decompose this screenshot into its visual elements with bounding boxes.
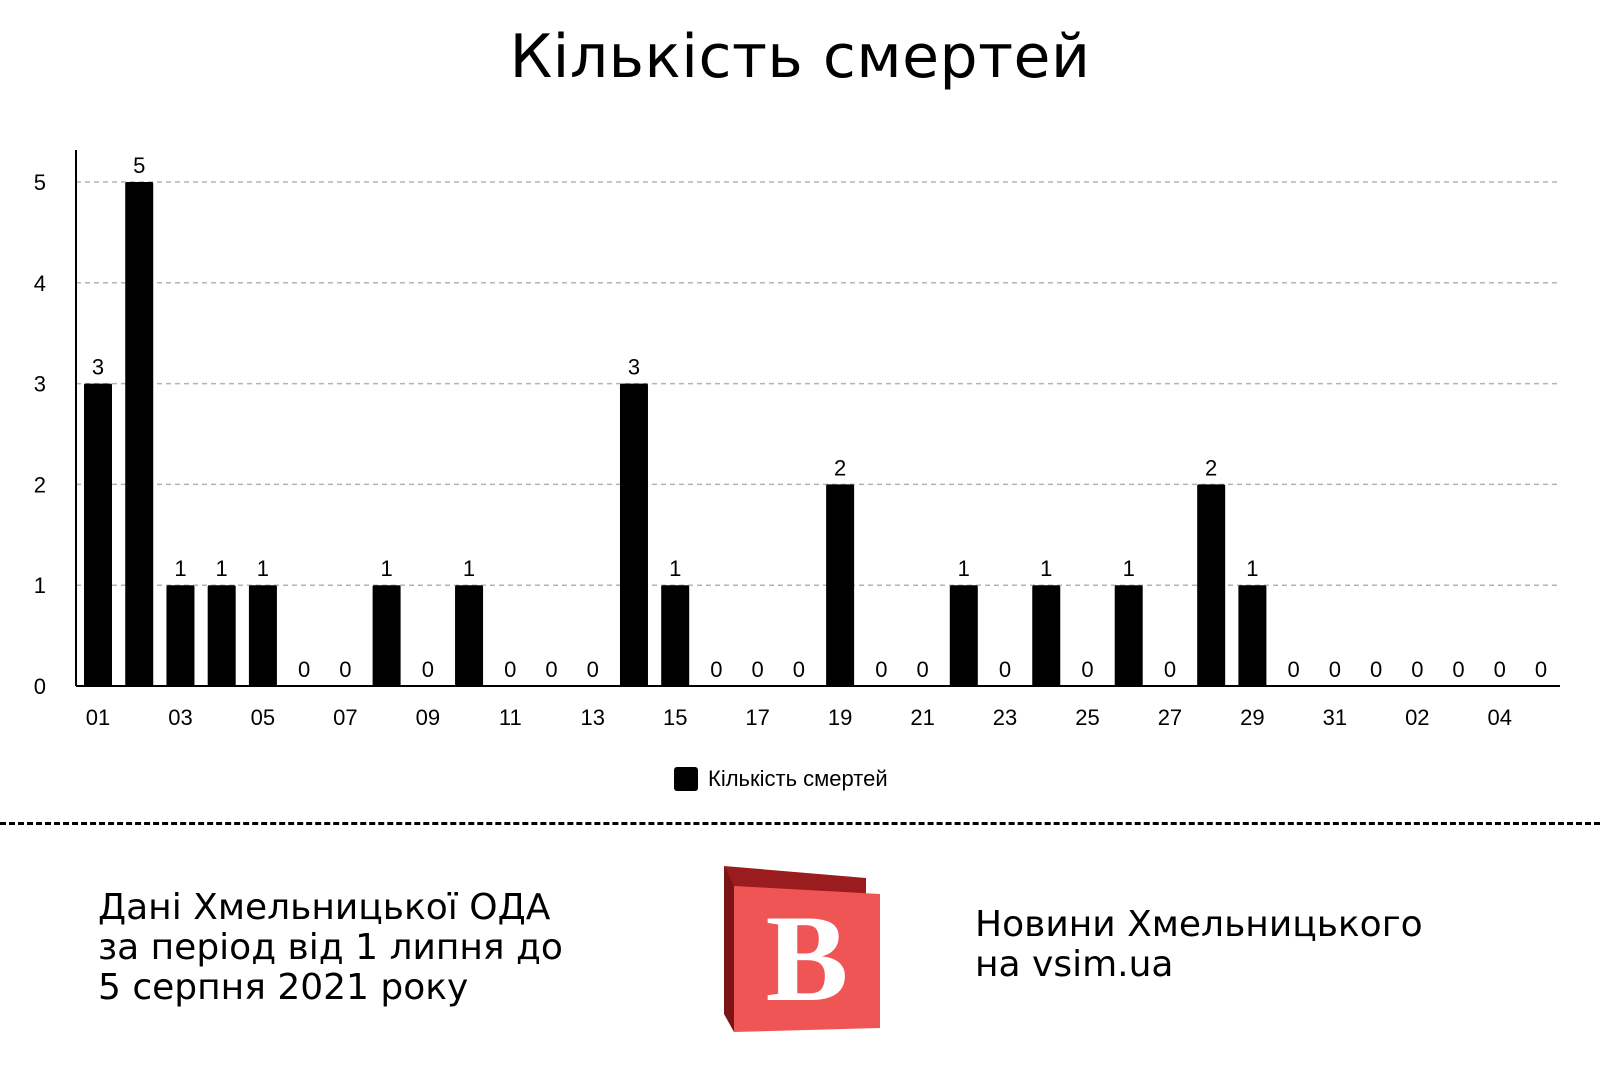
data-label: 0 (1452, 657, 1464, 682)
y-tick-label: 3 (34, 372, 46, 397)
data-label: 0 (1288, 657, 1300, 682)
data-label: 1 (1246, 556, 1258, 581)
data-label: 0 (999, 657, 1011, 682)
data-label: 1 (958, 556, 970, 581)
y-tick-label: 1 (34, 573, 46, 598)
brand-line-1: Новини Хмельницького (975, 904, 1423, 945)
data-label: 0 (1370, 657, 1382, 682)
x-tick-label: 19 (828, 705, 852, 730)
x-tick-label: 15 (663, 705, 687, 730)
chart-legend[interactable]: Кількість смертей (674, 766, 888, 792)
data-label: 0 (1329, 657, 1341, 682)
legend-swatch (674, 767, 698, 791)
y-tick-label: 4 (34, 271, 46, 296)
y-tick-label: 5 (34, 170, 46, 195)
data-label: 0 (422, 657, 434, 682)
bar (372, 585, 401, 686)
bar (455, 585, 484, 686)
data-label: 0 (1535, 657, 1547, 682)
data-label: 0 (1494, 657, 1506, 682)
dashed-divider (0, 822, 1600, 825)
bar (1238, 585, 1267, 686)
x-tick-label: 21 (910, 705, 934, 730)
data-label: 0 (339, 657, 351, 682)
source-line-3: 5 серпня 2021 року (98, 967, 469, 1008)
source-note: Дані Хмельницької ОДА за період від 1 ли… (98, 888, 563, 1008)
data-label: 0 (587, 657, 599, 682)
data-label: 1 (1123, 556, 1135, 581)
brand-text[interactable]: Новини Хмельницького на vsim.ua (975, 905, 1423, 985)
bar (619, 383, 648, 686)
x-tick-label: 02 (1405, 705, 1429, 730)
x-tick-label: 03 (168, 705, 192, 730)
x-tick-label: 13 (581, 705, 605, 730)
bar (826, 484, 855, 686)
data-label: 0 (793, 657, 805, 682)
data-label: 0 (916, 657, 928, 682)
x-tick-label: 31 (1323, 705, 1347, 730)
data-label: 1 (1040, 556, 1052, 581)
bar (248, 585, 277, 686)
bar (207, 585, 236, 686)
data-label: 1 (463, 556, 475, 581)
source-line-1: Дані Хмельницької ОДА (98, 887, 551, 928)
y-tick-label: 0 (34, 674, 46, 699)
vsim-logo[interactable]: B (720, 862, 882, 1032)
data-label: 5 (133, 153, 145, 178)
data-label: 0 (752, 657, 764, 682)
data-label: 2 (1205, 455, 1217, 480)
data-label: 1 (257, 556, 269, 581)
data-label: 2 (834, 455, 846, 480)
chart-title: Кількість смертей (509, 22, 1091, 92)
logo-front-panel (734, 886, 880, 1032)
bar (166, 585, 195, 686)
data-label: 1 (216, 556, 228, 581)
logo-letter: B (766, 890, 849, 1027)
data-label: 3 (92, 355, 104, 380)
source-line-2: за період від 1 липня до (98, 927, 563, 968)
x-tick-label: 27 (1158, 705, 1182, 730)
bar (125, 182, 154, 686)
data-label: 0 (1164, 657, 1176, 682)
logo-fold-shadow (724, 866, 734, 1032)
data-label: 0 (1411, 657, 1423, 682)
data-label: 0 (710, 657, 722, 682)
x-tick-label: 05 (251, 705, 275, 730)
data-label: 0 (875, 657, 887, 682)
x-tick-label: 04 (1488, 705, 1512, 730)
data-label: 0 (545, 657, 557, 682)
bar (661, 585, 690, 686)
data-label: 1 (669, 556, 681, 581)
x-tick-label: 23 (993, 705, 1017, 730)
bar (949, 585, 978, 686)
legend-label: Кількість смертей (708, 766, 888, 791)
x-tick-label: 07 (333, 705, 357, 730)
x-tick-label: 11 (499, 705, 522, 730)
x-tick-label: 25 (1075, 705, 1099, 730)
x-tick-label: 17 (745, 705, 769, 730)
bar (1197, 484, 1226, 686)
y-tick-label: 2 (34, 472, 46, 497)
bar (84, 383, 112, 686)
bar (1032, 585, 1061, 686)
data-label: 3 (628, 355, 640, 380)
x-tick-label: 09 (416, 705, 440, 730)
x-tick-label: 29 (1240, 705, 1264, 730)
data-label: 0 (298, 657, 310, 682)
data-label: 0 (1081, 657, 1093, 682)
x-tick-label: 01 (86, 705, 110, 730)
brand-line-2: на vsim.ua (975, 944, 1174, 985)
bar (1114, 585, 1143, 686)
data-label: 1 (380, 556, 392, 581)
data-label: 0 (504, 657, 516, 682)
data-label: 1 (174, 556, 186, 581)
